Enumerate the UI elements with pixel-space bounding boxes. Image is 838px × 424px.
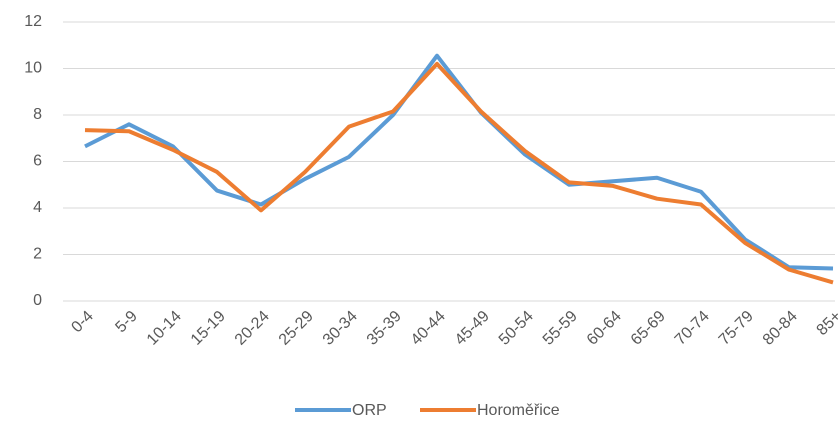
y-tick-label: 10 [24, 60, 42, 77]
x-tick-label: 25-29 [276, 308, 317, 349]
x-tick-label: 70-74 [672, 308, 713, 349]
y-tick-label: 6 [33, 153, 42, 170]
x-tick-label: 75-79 [716, 308, 757, 349]
series-line [84, 61, 834, 285]
y-tick-label: 4 [33, 199, 42, 216]
x-tick-label: 60-64 [584, 308, 625, 349]
x-tick-label: 45-49 [452, 308, 493, 349]
x-tick-label: 40-44 [408, 308, 449, 349]
legend-label: ORP [352, 402, 387, 419]
x-tick-label: 80-84 [760, 308, 801, 349]
y-tick-label: 0 [33, 292, 42, 309]
x-tick-label: 85+ [814, 308, 838, 339]
y-tick-label: 2 [33, 246, 42, 263]
legend-label: Horoměřice [477, 402, 560, 419]
x-tick-label: 20-24 [232, 308, 273, 349]
y-tick-label: 12 [24, 13, 42, 30]
x-tick-label: 0-4 [68, 308, 96, 336]
y-tick-label: 8 [33, 106, 42, 123]
x-tick-label: 55-59 [540, 308, 581, 349]
x-tick-label: 35-39 [364, 308, 405, 349]
x-tick-label: 10-14 [144, 308, 185, 349]
x-tick-label: 5-9 [112, 308, 140, 336]
x-tick-label: 65-69 [628, 308, 669, 349]
x-tick-label: 30-34 [320, 308, 361, 349]
x-tick-label: 50-54 [496, 308, 537, 349]
x-tick-label: 15-19 [188, 308, 229, 349]
series-line [84, 53, 834, 271]
